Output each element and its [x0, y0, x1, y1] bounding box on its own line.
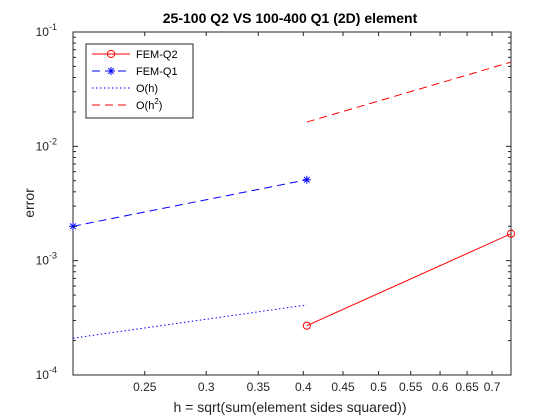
- x-tick-label: 0.55: [399, 380, 423, 394]
- x-tick-label: 0.45: [331, 380, 355, 394]
- series-o-h-2-line: [306, 61, 512, 123]
- series-fem-q2-point: [506, 229, 516, 238]
- legend-label: FEM-Q1: [136, 66, 178, 78]
- series-fem-q1-point-stroke-d2: [303, 176, 310, 183]
- x-tick-label: 0.4: [295, 380, 312, 394]
- legend-marker: [107, 67, 115, 75]
- y-tick-label: 10-3: [36, 251, 57, 268]
- x-tick-label: 0.6: [432, 380, 449, 394]
- series-fem-q2-line: [306, 233, 512, 327]
- tick-layer: 0.25 0.3 0.35 0.4 0.45 0.5 0.55 0.6 0.65 0.7 10-4 1…: [36, 22, 511, 394]
- y-tick-label: 10-1: [36, 22, 57, 39]
- x-tick-label: 0.5: [370, 380, 387, 394]
- x-tick-label: 0.25: [133, 380, 157, 394]
- x-tick-label: 0.7: [484, 380, 501, 394]
- y-tick-label: 10-4: [36, 365, 57, 382]
- legend-box: [85, 43, 194, 119]
- legend-label: FEM-Q2: [136, 49, 178, 61]
- x-axis-label: h = sqrt(sum(element sides squared)): [173, 399, 406, 415]
- series-fem-q2-point: [302, 321, 311, 330]
- legend-label: O(h2): [136, 97, 162, 112]
- chart-title: 25-100 Q2 VS 100-400 Q1 (2D) element: [163, 10, 418, 26]
- legend-marker-stroke-d2: [107, 67, 115, 75]
- legend-label: O(h): [136, 83, 158, 95]
- x-tick-label: 0.35: [247, 380, 271, 394]
- series-fem-q1-line: [72, 179, 307, 227]
- y-axis-label: error: [21, 188, 37, 218]
- x-tick-label: 0.3: [198, 380, 215, 394]
- series-fem-q1-point: [302, 175, 311, 184]
- legend: FEM-Q2 FEM-Q1 O(h) O(h2): [85, 43, 194, 119]
- series-o-h-line: [72, 304, 307, 339]
- x-tick-label: 0.65: [455, 380, 479, 394]
- legend-marker: [106, 49, 116, 59]
- y-tick-label: 10-2: [36, 136, 57, 153]
